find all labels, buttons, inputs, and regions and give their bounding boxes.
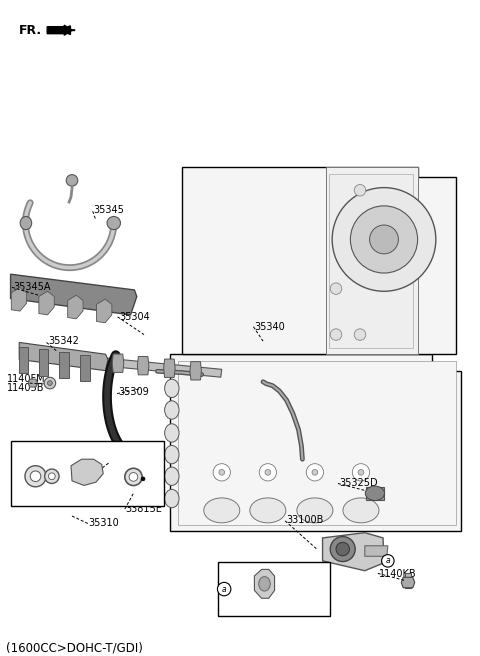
Circle shape <box>330 537 355 562</box>
Polygon shape <box>38 350 48 376</box>
Polygon shape <box>137 356 149 375</box>
Circle shape <box>352 464 370 481</box>
Circle shape <box>306 464 324 481</box>
Text: 35304: 35304 <box>119 312 150 322</box>
Text: 35309: 35309 <box>118 386 149 397</box>
Polygon shape <box>68 295 83 319</box>
Text: 35342: 35342 <box>48 336 79 346</box>
Circle shape <box>213 464 230 481</box>
Polygon shape <box>28 379 37 387</box>
Polygon shape <box>326 167 418 354</box>
Ellipse shape <box>297 498 333 523</box>
Ellipse shape <box>343 498 379 523</box>
Circle shape <box>330 283 342 295</box>
Polygon shape <box>106 358 222 377</box>
Bar <box>218 562 330 616</box>
Polygon shape <box>96 299 112 323</box>
Circle shape <box>382 554 394 567</box>
Polygon shape <box>182 167 456 354</box>
Polygon shape <box>39 291 54 315</box>
Polygon shape <box>405 573 411 588</box>
Circle shape <box>125 468 142 485</box>
Ellipse shape <box>165 424 179 442</box>
Text: (1600CC>DOHC-T/GDI): (1600CC>DOHC-T/GDI) <box>6 642 143 655</box>
Circle shape <box>265 470 271 475</box>
Ellipse shape <box>165 379 179 398</box>
Text: 35345A: 35345A <box>13 281 51 292</box>
Polygon shape <box>60 352 69 379</box>
Polygon shape <box>71 459 103 485</box>
Circle shape <box>350 206 418 273</box>
Circle shape <box>25 466 46 487</box>
Text: a: a <box>385 556 390 565</box>
Ellipse shape <box>204 498 240 523</box>
Circle shape <box>45 469 59 483</box>
Polygon shape <box>33 346 105 369</box>
Polygon shape <box>80 355 90 381</box>
Text: FR.: FR. <box>19 24 42 37</box>
Circle shape <box>354 184 366 196</box>
FancyArrow shape <box>47 25 72 35</box>
Polygon shape <box>254 569 275 598</box>
Text: 35312H: 35312H <box>109 458 148 468</box>
Circle shape <box>48 473 55 480</box>
Text: 35340: 35340 <box>254 321 285 332</box>
Circle shape <box>312 470 318 475</box>
Circle shape <box>44 377 56 389</box>
Circle shape <box>66 174 78 186</box>
Polygon shape <box>19 347 28 373</box>
Ellipse shape <box>165 445 179 464</box>
Polygon shape <box>164 359 175 377</box>
Circle shape <box>217 583 231 596</box>
Text: 33100B: 33100B <box>286 514 324 525</box>
Polygon shape <box>365 546 388 556</box>
Circle shape <box>48 380 52 386</box>
Polygon shape <box>323 533 384 571</box>
Polygon shape <box>329 174 413 348</box>
Polygon shape <box>12 287 27 311</box>
Polygon shape <box>178 361 456 525</box>
Ellipse shape <box>259 577 270 591</box>
Ellipse shape <box>365 486 384 501</box>
Ellipse shape <box>165 467 179 485</box>
Circle shape <box>354 329 366 340</box>
Circle shape <box>129 472 138 482</box>
Circle shape <box>219 470 225 475</box>
Text: 35312: 35312 <box>18 488 49 499</box>
Ellipse shape <box>165 401 179 419</box>
Polygon shape <box>366 487 384 500</box>
Circle shape <box>30 471 41 482</box>
Text: 31337F: 31337F <box>270 583 306 594</box>
Ellipse shape <box>20 216 32 230</box>
Text: 35312J: 35312J <box>18 458 52 468</box>
Polygon shape <box>190 361 202 380</box>
Text: 1140KB: 1140KB <box>379 569 417 579</box>
Text: 1140FM: 1140FM <box>7 374 45 384</box>
Circle shape <box>259 464 276 481</box>
Text: 35310: 35310 <box>89 518 120 529</box>
Polygon shape <box>170 354 461 531</box>
Text: 11405B: 11405B <box>7 383 44 394</box>
Circle shape <box>141 477 145 481</box>
Circle shape <box>370 225 398 254</box>
Polygon shape <box>19 342 108 371</box>
Polygon shape <box>11 274 137 315</box>
Text: 35345: 35345 <box>93 205 124 215</box>
Polygon shape <box>401 577 415 588</box>
Text: 35325D: 35325D <box>339 478 377 489</box>
Text: a: a <box>222 584 227 594</box>
Text: 33815E: 33815E <box>126 504 163 514</box>
Circle shape <box>336 543 349 556</box>
Ellipse shape <box>165 489 179 508</box>
Bar <box>11 441 164 506</box>
Circle shape <box>330 329 342 340</box>
Ellipse shape <box>250 498 286 523</box>
Ellipse shape <box>107 216 120 230</box>
Circle shape <box>358 470 364 475</box>
Circle shape <box>332 188 436 291</box>
Polygon shape <box>112 354 124 373</box>
